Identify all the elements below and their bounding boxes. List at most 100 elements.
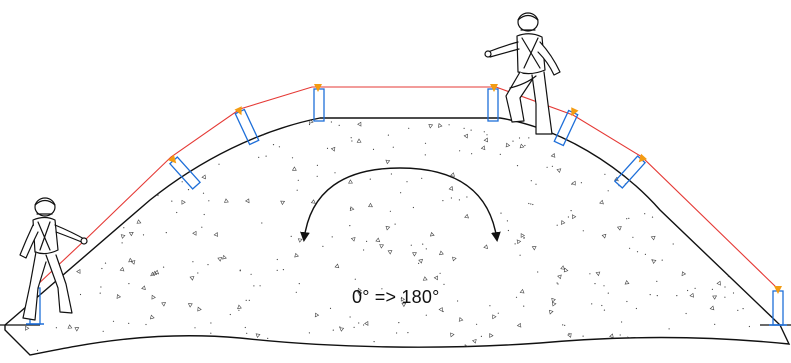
aggregate-dot [773,272,775,274]
aggregate-mark [210,338,216,343]
aggregate-dot [79,124,81,126]
aggregate-mark [560,220,566,225]
aggregate-dot [748,214,750,216]
aggregate-mark [119,266,125,272]
aggregate-dot [671,119,673,121]
aggregate-dot [166,137,169,139]
aggregate-dot [753,238,755,240]
aggregate-mark [204,140,210,146]
aggregate-dot [656,280,658,282]
aggregate-mark [556,168,562,173]
aggregate-dot [272,144,275,146]
anchor-post-icon [553,107,579,147]
aggregate-dot [113,180,116,182]
aggregate-dot [750,163,752,165]
aggregate-dot [457,300,459,302]
aggregate-dot [334,172,336,174]
aggregate-mark [82,192,87,198]
aggregate-dot [486,134,488,136]
aggregate-mark [88,121,94,126]
aggregate-dot [151,131,153,133]
aggregate-dot [551,165,554,167]
aggregate-dot [331,236,333,238]
aggregate-mark [152,189,157,195]
aggregate-dot [684,183,686,185]
anchor-post-icon [613,153,648,189]
aggregate-mark [201,174,206,180]
aggregate-dot [139,184,141,186]
aggregate-mark [554,121,559,126]
aggregate-dot [210,332,212,334]
aggregate-dot [523,237,525,239]
aggregate-dot [197,272,199,274]
aggregate-dot [603,309,606,311]
aggregate-dot [711,288,714,290]
aggregate-dot [207,264,209,266]
aggregate-dot [537,271,539,273]
aggregate-dot [635,307,638,310]
aggregate-mark [549,309,554,315]
aggregate-dot [499,153,501,155]
curved-arrow-icon [300,167,501,242]
aggregate-dot [73,133,76,135]
aggregate-dot [201,226,203,228]
aggregate-dot [407,332,409,334]
aggregate-dot [142,234,145,236]
aggregate-mark [86,214,91,220]
aggregate-dot [99,292,101,294]
aggregate-mark [753,260,759,266]
aggregate-mark [438,123,443,128]
aggregate-dot [291,157,294,159]
aggregate-dot [524,144,526,147]
aggregate-dot [681,216,683,218]
aggregate-dot [182,143,184,145]
aggregate-dot [532,203,534,206]
aggregate-dot [99,218,101,220]
aggregate-dot [381,288,383,290]
aggregate-dot [22,304,24,306]
aggregate-dot [253,285,255,287]
aggregate-dot [529,345,531,347]
aggregate-dot [507,229,509,232]
aggregate-dot [406,181,408,183]
aggregate-mark [237,304,242,310]
aggregate-dot [110,155,112,157]
aggregate-mark [662,183,668,189]
aggregate-dot [687,289,689,292]
aggregate-dot [622,159,624,161]
aggregate-mark [464,213,469,219]
aggregate-mark [151,294,156,300]
aggregate-dot [222,338,225,340]
aggregate-dot [187,189,190,191]
aggregate-dot [181,181,183,183]
aggregate-dot [759,278,761,280]
aggregate-dot [18,199,20,201]
aggregate-mark [74,327,80,332]
aggregate-dot [483,131,485,133]
aggregate-dot [732,292,735,294]
aggregate-dot [514,243,516,245]
aggregate-mark [84,138,90,143]
aggregate-mark [150,130,156,136]
aggregate-dot [390,173,392,175]
aggregate-mark [80,138,85,144]
aggregate-dot [104,262,107,264]
aggregate-dot [250,273,252,275]
aggregate-dot [316,175,318,177]
aggregate-dot [102,330,104,332]
aggregate-mark [294,252,299,258]
aggregate-dot [349,316,351,318]
aggregate-mark [422,276,428,281]
aggregate-dot [606,346,609,349]
aggregate-dot [421,177,423,179]
aggregate-mark [681,271,687,277]
aggregate-dot [261,222,263,224]
aggregate-mark [551,297,556,303]
aggregate-dot [761,147,763,149]
aggregate-dot [121,168,123,171]
aggregate-dot [418,262,420,264]
aggregate-mark [601,233,607,239]
aggregate-mark [516,239,522,245]
aggregate-mark [357,287,362,293]
aggregate-mark [616,226,622,231]
